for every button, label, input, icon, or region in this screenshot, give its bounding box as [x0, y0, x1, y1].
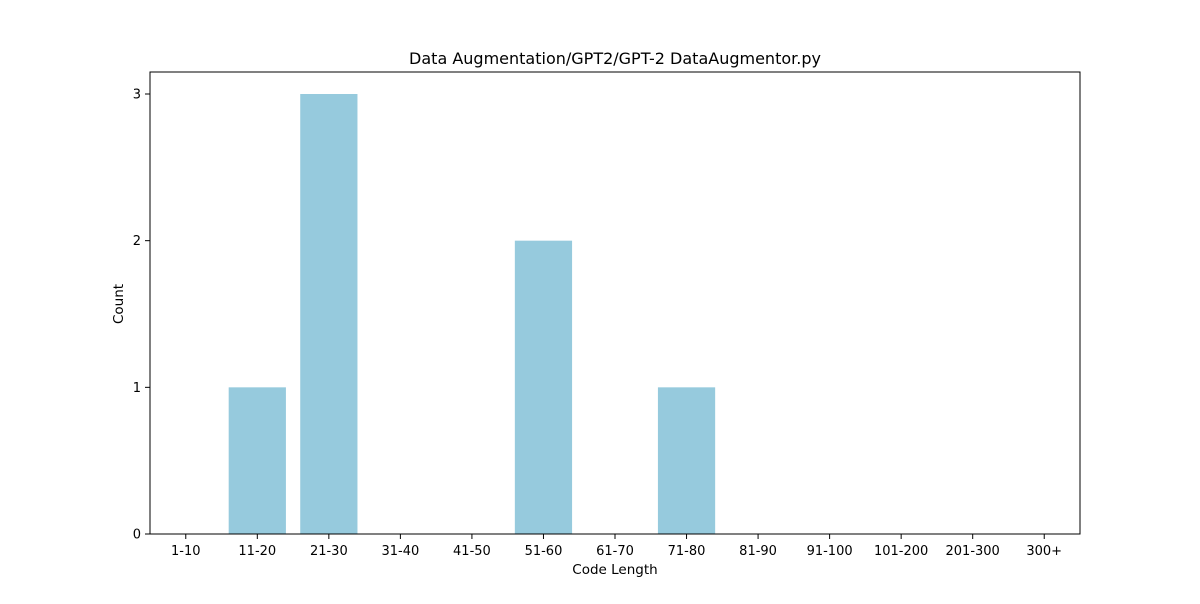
x-tick-label: 51-60 [525, 544, 563, 559]
x-axis-label: Code Length [572, 562, 657, 578]
x-tick-label: 41-50 [453, 544, 491, 559]
y-tick-label: 2 [133, 234, 141, 249]
bar-11-20 [229, 387, 286, 534]
x-tick-label: 71-80 [668, 544, 706, 559]
x-tick-label: 11-20 [238, 544, 276, 559]
x-axis-ticks: 1-10 11-20 21-30 31-40 41-50 51-60 61-70 71-80 8… [171, 534, 1062, 559]
y-axis-ticks: 0 1 2 3 [133, 88, 150, 543]
x-tick-label: 201-300 [946, 544, 1000, 559]
x-tick-label: 101-200 [874, 544, 928, 559]
y-tick-label: 3 [133, 88, 141, 103]
bar-51-60 [515, 241, 572, 534]
x-tick-label: 31-40 [381, 544, 419, 559]
bar-21-30 [300, 94, 357, 534]
x-tick-label: 61-70 [596, 544, 634, 559]
y-tick-label: 0 [133, 528, 141, 543]
x-tick-label: 91-100 [807, 544, 853, 559]
plot-area-frame [150, 72, 1080, 534]
y-axis-label: Count [111, 284, 127, 324]
x-tick-label: 1-10 [171, 544, 201, 559]
bars-layer [229, 94, 715, 534]
bar-71-80 [658, 387, 715, 534]
x-tick-label: 21-30 [310, 544, 348, 559]
chart-title: Data Augmentation/GPT2/GPT-2 DataAugment… [409, 49, 821, 68]
y-tick-label: 1 [133, 381, 141, 396]
x-tick-label: 81-90 [739, 544, 777, 559]
x-tick-label: 300+ [1026, 544, 1062, 559]
